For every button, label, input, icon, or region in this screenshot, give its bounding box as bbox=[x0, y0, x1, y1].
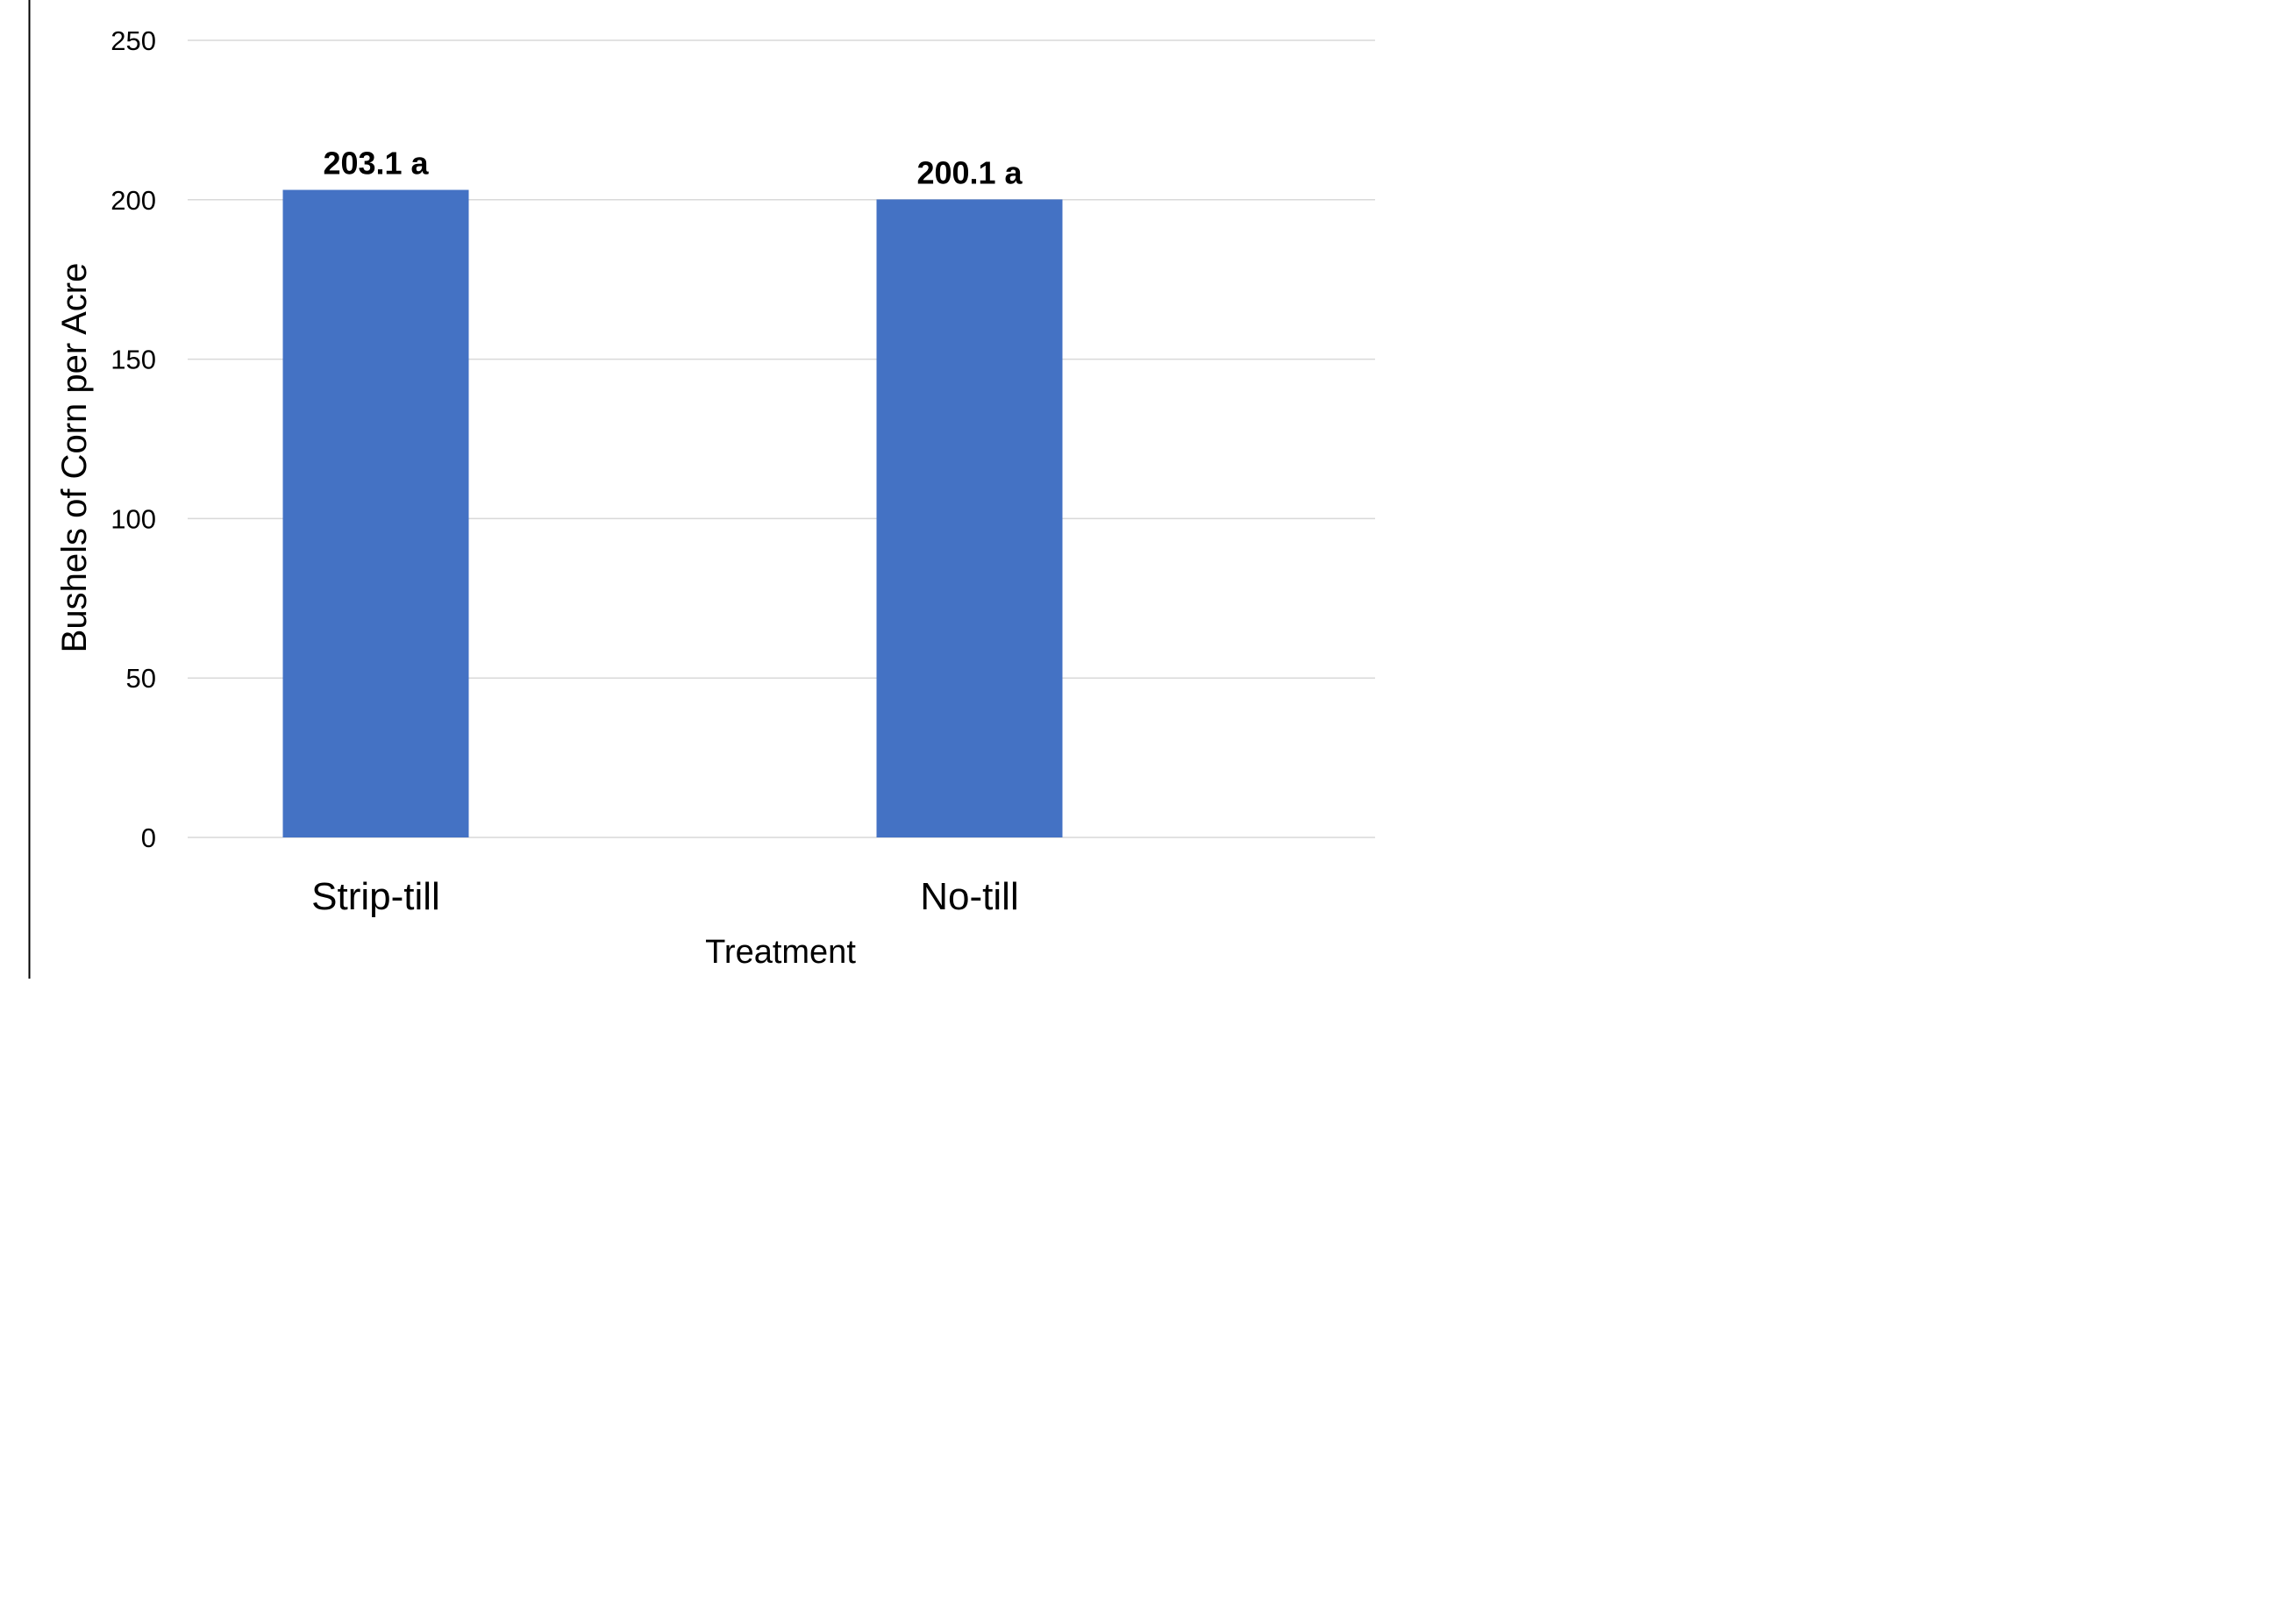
y-axis-tick-labels: 0 50 100 150 200 250 bbox=[110, 25, 156, 853]
y-tick-label: 50 bbox=[126, 663, 156, 694]
y-axis-title: Bushels of Corn per Acre bbox=[55, 263, 94, 653]
bar-data-labels: 203.1 a 200.1 a bbox=[323, 146, 1023, 191]
y-tick-label: 200 bbox=[110, 185, 156, 216]
y-tick-label: 250 bbox=[110, 25, 156, 56]
bar-chart: 0 50 100 150 200 250 203.1 a 200.1 a Strip-til… bbox=[28, 0, 1375, 979]
y-tick-label: 100 bbox=[110, 503, 156, 534]
data-label: 203.1 a bbox=[323, 146, 429, 182]
data-label: 200.1 a bbox=[916, 154, 1023, 190]
y-tick-label: 0 bbox=[141, 823, 156, 853]
x-tick-label: No-till bbox=[920, 875, 1018, 918]
bars bbox=[282, 189, 1063, 838]
bar-no-till bbox=[876, 199, 1063, 837]
x-axis-category-labels: Strip-till No-till bbox=[311, 875, 1019, 918]
y-tick-label: 150 bbox=[110, 345, 156, 375]
bar-strip-till bbox=[282, 189, 469, 838]
x-axis-title: Treatment bbox=[705, 934, 856, 971]
x-tick-label: Strip-till bbox=[311, 875, 440, 918]
